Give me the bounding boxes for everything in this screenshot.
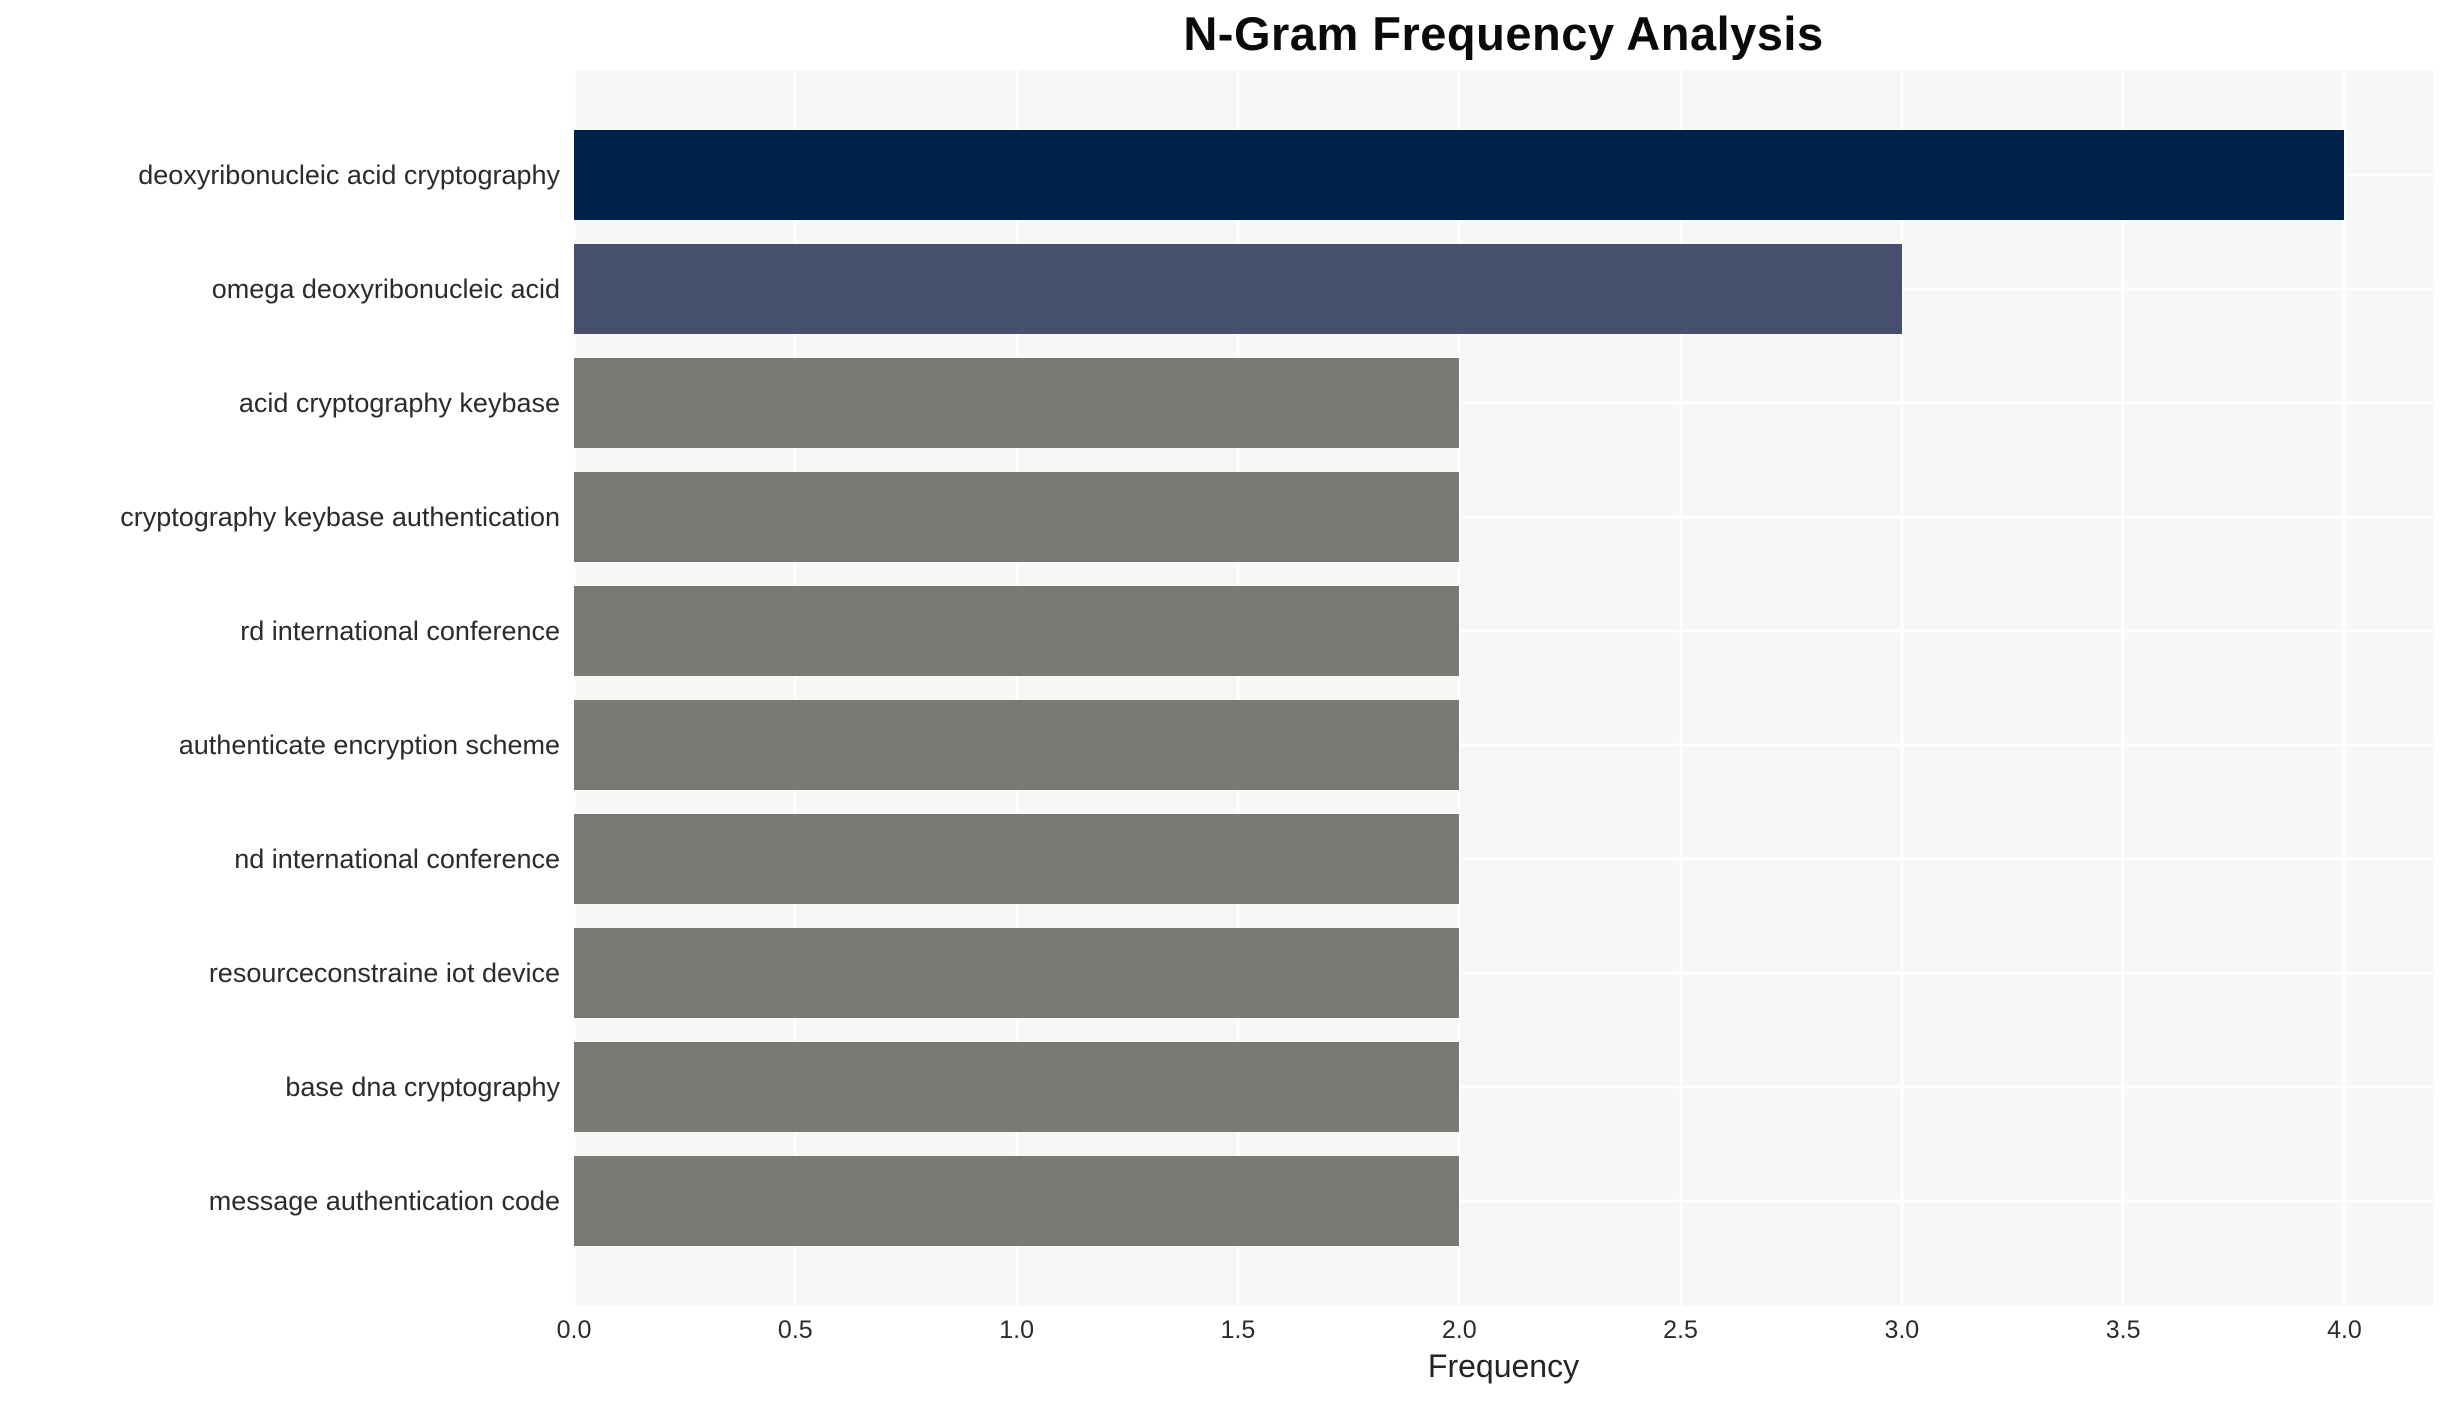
x-gridline bbox=[1679, 70, 1683, 1306]
y-tick-label: acid cryptography keybase bbox=[238, 387, 560, 418]
y-tick-label: deoxyribonucleic acid cryptography bbox=[138, 159, 560, 190]
bar bbox=[574, 700, 1460, 790]
x-gridline bbox=[1900, 70, 1904, 1306]
bar bbox=[574, 472, 1460, 562]
x-tick-label: 1.5 bbox=[1220, 1316, 1256, 1344]
x-tick-label: 2.5 bbox=[1663, 1316, 1698, 1344]
y-gridline bbox=[574, 1085, 2433, 1089]
y-gridline bbox=[574, 629, 2433, 633]
x-tick-label: 3.5 bbox=[2105, 1316, 2141, 1344]
x-gridline bbox=[793, 70, 797, 1306]
y-axis: deoxyribonucleic acid cryptography omega … bbox=[0, 70, 560, 1306]
x-gridline bbox=[1015, 70, 1019, 1306]
x-gridline bbox=[2342, 70, 2346, 1306]
x-tick-label: 2.0 bbox=[1441, 1316, 1477, 1344]
y-gridline bbox=[574, 401, 2433, 405]
y-tick-label: nd international conference bbox=[234, 843, 560, 874]
x-tick-label: 3.0 bbox=[1884, 1316, 1920, 1344]
x-tick-label: 0.0 bbox=[556, 1316, 592, 1344]
x-gridline bbox=[1236, 70, 1240, 1306]
bar bbox=[574, 130, 2345, 220]
x-axis-title: Frequency bbox=[1427, 1348, 1580, 1384]
y-tick-label: base dna cryptography bbox=[285, 1071, 560, 1102]
x-tick-label: 4.0 bbox=[2327, 1316, 2362, 1344]
bar bbox=[574, 1156, 1460, 1246]
bar bbox=[574, 358, 1460, 448]
y-tick-label: rd international conference bbox=[240, 615, 560, 646]
x-tick-label: 1.0 bbox=[999, 1316, 1034, 1344]
y-tick-label: resourceconstraine iot device bbox=[208, 957, 560, 988]
y-tick-label: message authentication code bbox=[208, 1185, 560, 1216]
y-tick-label: cryptography keybase authentication bbox=[120, 501, 560, 532]
y-gridline bbox=[574, 857, 2433, 861]
bar bbox=[574, 586, 1460, 676]
chart-title: N-Gram Frequency Analysis bbox=[1183, 7, 1824, 60]
x-gridline bbox=[1457, 70, 1461, 1306]
x-axis: 0.0 0.5 1.0 1.5 2.0 2.5 3.0 3.5 4.0 bbox=[557, 1306, 2433, 1356]
y-gridline bbox=[574, 743, 2433, 747]
y-gridline bbox=[574, 1199, 2433, 1203]
x-gridline bbox=[572, 70, 576, 1306]
y-gridline bbox=[574, 971, 2433, 975]
bar bbox=[574, 244, 1902, 334]
x-gridline bbox=[2121, 70, 2125, 1306]
plot-area bbox=[572, 70, 2433, 1306]
x-tick-label: 0.5 bbox=[777, 1316, 813, 1344]
bar bbox=[574, 928, 1460, 1018]
bar bbox=[574, 1042, 1460, 1132]
bar bbox=[574, 814, 1460, 904]
y-tick-label: authenticate encryption scheme bbox=[178, 729, 560, 760]
y-tick-label: omega deoxyribonucleic acid bbox=[211, 273, 560, 304]
y-gridline bbox=[574, 515, 2433, 519]
